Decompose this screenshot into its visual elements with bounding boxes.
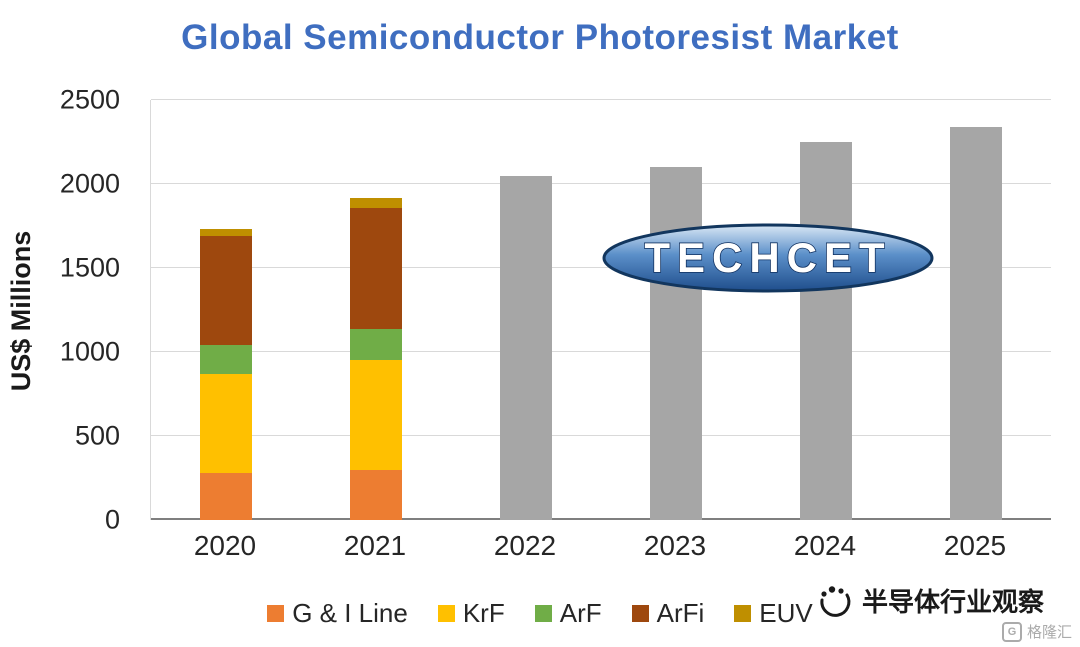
legend-label: ArF [559,598,602,628]
gelonghui-logo: G 格隆汇 [1001,621,1072,642]
bar-segment-euv [350,198,402,208]
y-axis-ticks: 0 500 1000 1500 2000 2500 [0,85,136,535]
y-tick-label: 2000 [59,168,120,199]
techcet-logo-text: TECHCET [644,234,891,281]
legend-label: KrF [462,598,505,628]
bar-slot [301,100,451,520]
bar-2023 [650,100,702,520]
y-tick-label: 2500 [59,84,120,115]
bar-segment-g-i-line [200,472,252,520]
bar-segment-arf [200,345,252,374]
x-tick-label: 2022 [493,530,557,561]
bar-slot [751,100,901,520]
bar-2025 [950,100,1002,520]
plot-area [150,99,1051,520]
watermark-text: 半导体行业观察 [861,587,1044,617]
legend-swatch [437,605,455,622]
gridline [151,351,1051,352]
bar-2024 [800,100,852,520]
legend-swatch [267,605,285,622]
legend-label: EUV [759,598,813,628]
x-tick-label: 2020 [193,530,257,561]
legend-item: KrF [437,598,505,629]
y-tick-label: 500 [74,420,120,451]
x-axis-labels: 2020 2021 2022 2023 2024 2025 [150,530,1050,562]
legend-item: ArF [534,598,602,629]
x-tick-label: 2025 [943,530,1007,561]
bar-2020 [200,100,252,520]
y-tick-label: 1000 [59,336,120,367]
bar-segment-forecast [650,167,702,520]
x-tick-label: 2023 [643,530,707,561]
x-axis-line [151,518,1051,520]
legend-item: ArFi [631,598,705,629]
gelonghui-icon: G [1001,621,1022,642]
legend-item: EUV [734,598,813,629]
gridline [151,183,1051,184]
bar-segment-forecast [950,126,1002,520]
bar-2021 [350,100,402,520]
bar-2022 [500,100,552,520]
legend-swatch [534,605,552,622]
bar-segment-arfi [350,207,402,329]
wechat-icon [820,585,851,617]
legend-item: G & I Line [267,598,408,629]
chart-title: Global Semiconductor Photoresist Market [181,18,899,57]
bar-segment-g-i-line [350,469,402,520]
bar-slot [451,100,601,520]
gridline [151,99,1051,100]
bar-segment-arf [350,328,402,361]
bar-segment-euv [200,228,252,237]
techcet-logo-graphic: TECHCET [602,223,934,293]
x-tick-label: 2021 [343,530,407,561]
bar-segment-krf [350,360,402,470]
bar-segment-arfi [200,236,252,346]
gridline [151,267,1051,268]
legend-swatch [734,605,752,622]
bar-slot [151,100,301,520]
x-tick-label: 2024 [793,530,857,561]
legend-swatch [631,605,649,622]
bar-segment-krf [200,373,252,473]
bar-segment-forecast [800,142,852,520]
legend-label: G & I Line [292,598,408,628]
y-tick-label: 0 [104,504,120,535]
bars [151,100,1051,520]
bar-slot [901,100,1051,520]
gridline [151,435,1051,436]
legend-label: ArFi [656,598,705,628]
techcet-logo: TECHCET [598,221,938,295]
bar-slot [601,100,751,520]
gelonghui-text: 格隆汇 [1026,624,1072,641]
watermark: 半导体行业观察 [817,582,1044,619]
bar-segment-forecast [500,175,552,520]
y-tick-label: 1500 [59,252,120,283]
